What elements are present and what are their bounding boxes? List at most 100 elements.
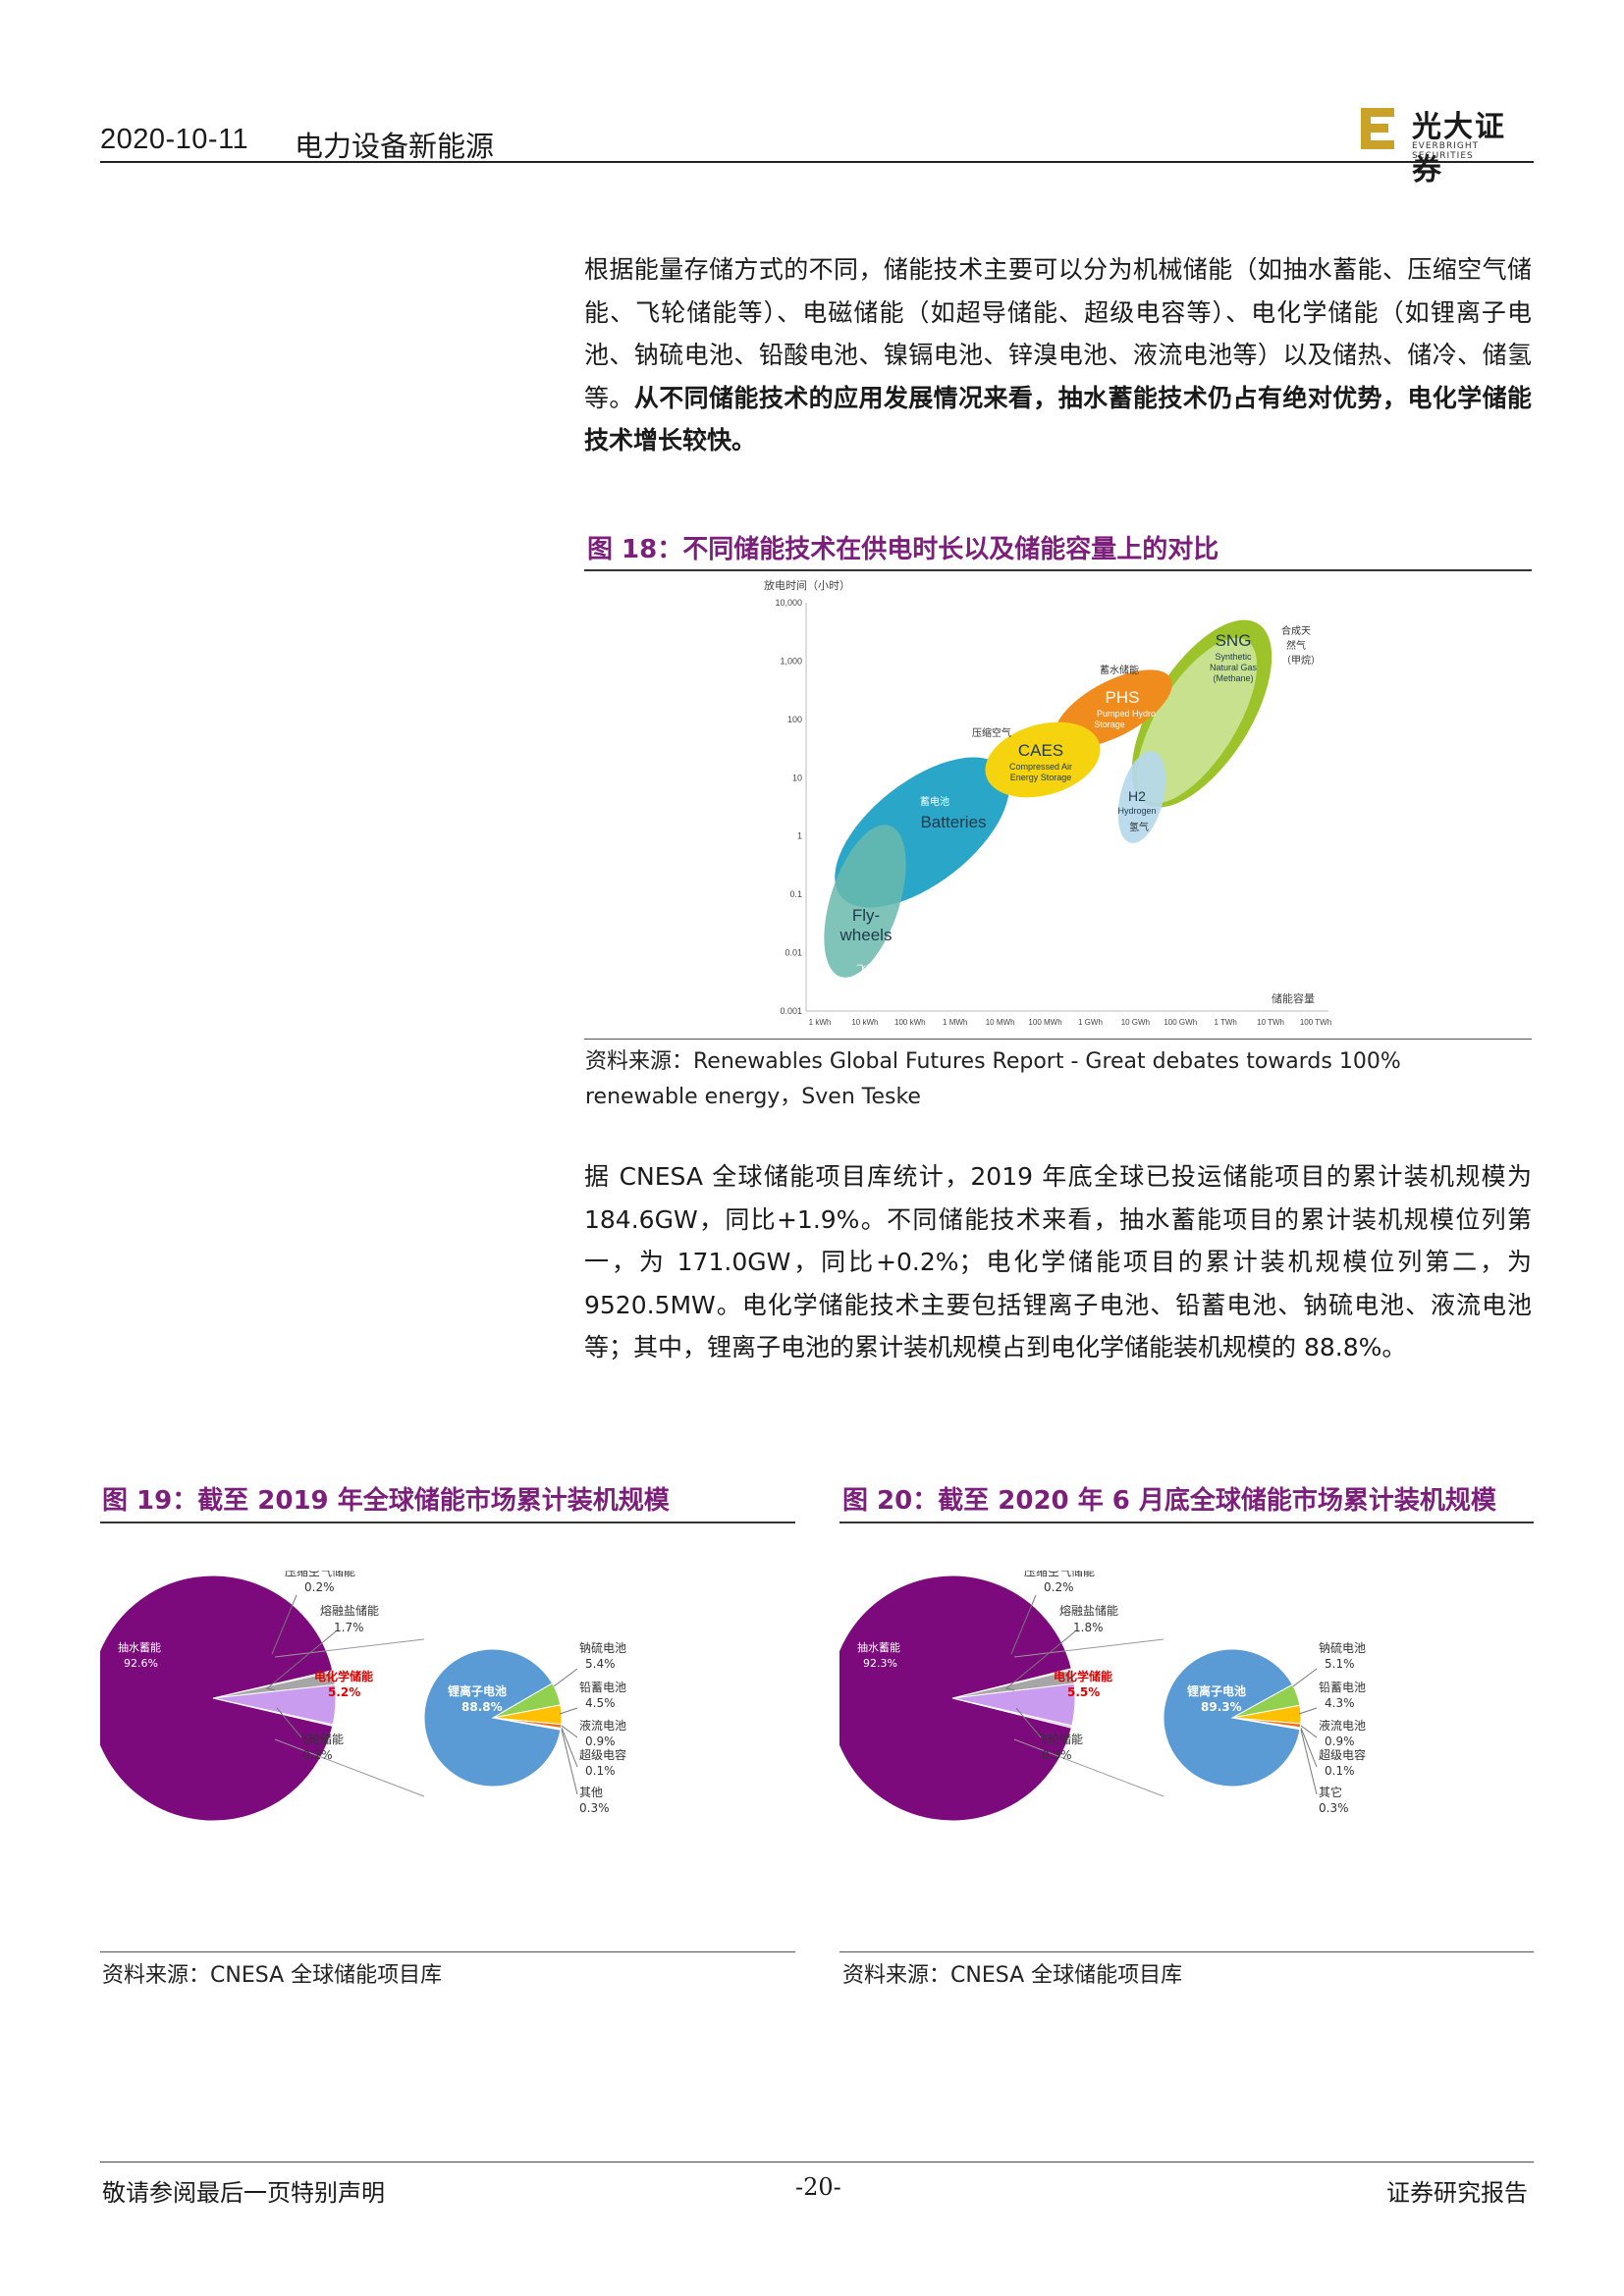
fig18-source-line1: 资料来源：Renewables Global Futures Report - … xyxy=(585,1049,1401,1074)
fig18-x-tick: 10 MWh xyxy=(986,1018,1015,1027)
fig19-title-rule xyxy=(100,1522,795,1523)
pie-label: 0.9% xyxy=(585,1735,616,1748)
fig20-pie-labels: 抽水蓄能 92.3% 压缩空气储能 0.2% 熔融盐储能 1.8% 电化学储能 5.5% 飞轮储… xyxy=(857,1571,1366,1815)
footer-disclaimer: 敬请参阅最后一页特别声明 xyxy=(102,2179,385,2207)
footer-report-type: 证券研究报告 xyxy=(1386,2179,1528,2207)
pie-label: 0.3% xyxy=(1319,1801,1349,1815)
fig18-x-ticks: 1 kWh 10 kWh 100 kWh 1 MWh 10 MWh 100 MWh 1 GW… xyxy=(809,1018,1331,1027)
subpie-slice-lithium-ion xyxy=(1163,1648,1301,1788)
bubble-sng-inner xyxy=(1136,637,1258,804)
pie-label: 液流电池 xyxy=(1319,1718,1366,1733)
fig18-title: 图 18：不同储能技术在供电时长以及储能容量上的对比 xyxy=(587,535,1219,564)
fig19-bottom-rule xyxy=(100,1951,795,1952)
cnesa-paragraph: 据 CNESA 全球储能项目库统计，2019 年底全球已投运储能项目的累计装机规… xyxy=(584,1162,1532,1362)
phs-sub1: Pumped Hydro xyxy=(1097,709,1156,719)
fig19-pie-chart: 抽水蓄能 92.6% 压缩空气储能 0.2% 熔融盐储能 1.7% 电化学储能 5.2% 飞轮储… xyxy=(100,1571,626,1822)
fig20-title-rule xyxy=(839,1522,1534,1523)
pie-label: 铅蓄电池 xyxy=(1319,1681,1366,1694)
fig18-y-tick: 0.01 xyxy=(785,948,802,958)
fig18-bubble-chart: 放电时间（小时） 10,000 1,000 100 10 1 0.1 0.01 0.001 1… xyxy=(764,578,1331,1027)
pie-label: 锂离子电池 xyxy=(1187,1683,1246,1698)
fig18-x-tick: 100 kWh xyxy=(894,1018,926,1027)
h2-cn: 氢气 xyxy=(1129,821,1149,833)
phs-cn: 蓄水储能 xyxy=(1100,664,1139,676)
sng-label: SNG xyxy=(1216,631,1252,650)
pie-label: 5.4% xyxy=(585,1657,616,1671)
pie-label: 飞轮储能 xyxy=(297,1732,344,1746)
bubble-flywheels xyxy=(824,825,906,978)
fig18-x-tick: 100 MWh xyxy=(1028,1018,1061,1027)
pie-label: 超级电容 xyxy=(1319,1747,1366,1762)
pie-label: 抽水蓄能 xyxy=(118,1640,161,1654)
caes-cn: 压缩空气 xyxy=(972,726,1011,739)
fig18-x-tick: 1 TWh xyxy=(1214,1018,1236,1027)
pie-label: 飞轮储能 xyxy=(1036,1732,1083,1746)
pie-label: 钠硫电池 xyxy=(579,1640,626,1655)
pie-label: 0.2% xyxy=(304,1580,335,1594)
pie-label: 熔融盐储能 xyxy=(320,1603,379,1618)
phs-label: PHS xyxy=(1106,688,1140,707)
pie-label: 0.3% xyxy=(1042,1748,1072,1762)
fig18-y-tick: 0.1 xyxy=(789,889,802,899)
logo-text-en: EVERBRIGHT SECURITIES xyxy=(1412,141,1480,161)
pie-label: 0.2% xyxy=(302,1748,333,1762)
pie-label: 抽水蓄能 xyxy=(857,1640,900,1654)
pie-label: 压缩空气储能 xyxy=(1024,1571,1095,1578)
fig19-pie-labels: 抽水蓄能 92.6% 压缩空气储能 0.2% 熔融盐储能 1.7% 电化学储能 5.2% 飞轮储… xyxy=(118,1571,626,1815)
sng-cn-2: 然气 xyxy=(1286,639,1306,652)
header-rule xyxy=(100,161,1534,163)
pie-label: 钠硫电池 xyxy=(1319,1640,1366,1655)
pie-label: 铅蓄电池 xyxy=(579,1681,626,1694)
logo-text-cn: 光大证券 xyxy=(1412,110,1506,187)
sng-cn-1: 合成天 xyxy=(1281,624,1311,637)
pie-label: 其它 xyxy=(1319,1785,1342,1799)
flywheels-label-2: wheels xyxy=(839,926,893,944)
intro-text: 根据能量存储方式的不同，储能技术主要可以分为机械储能（如抽水蓄能、压缩空气储能、… xyxy=(584,255,1532,412)
caes-label: CAES xyxy=(1018,741,1063,760)
batteries-label: Batteries xyxy=(920,813,986,831)
bubble-h2 xyxy=(1117,751,1166,843)
pie-label: 88.8% xyxy=(461,1700,503,1714)
footer-rule xyxy=(100,2162,1534,2163)
subpie-slice-lithium-ion xyxy=(423,1648,562,1788)
fig20-source: 资料来源：CNESA 全球储能项目库 xyxy=(842,1963,1183,1988)
pie-label: 0.9% xyxy=(1325,1735,1355,1748)
intro-bold-text: 从不同储能技术的应用发展情况来看，抽水蓄能技术仍占有绝对优势，电化学储能技术增长… xyxy=(584,383,1532,455)
fig18-x-tick: 10 GWh xyxy=(1121,1018,1150,1027)
fig18-title-rule xyxy=(584,569,1532,571)
caes-sub1: Compressed Air xyxy=(1009,762,1072,772)
pie-label: 5.5% xyxy=(1067,1685,1100,1699)
pie-slice-pumped-hydro xyxy=(839,1575,1072,1822)
pie-label: 电化学储能 xyxy=(1054,1669,1112,1683)
intro-paragraph: 根据能量存储方式的不同，储能技术主要可以分为机械储能（如抽水蓄能、压缩空气储能、… xyxy=(584,248,1532,462)
pie-label: 锂离子电池 xyxy=(448,1683,507,1698)
fig19-source: 资料来源：CNESA 全球储能项目库 xyxy=(102,1963,443,1988)
sng-sub3: (Methane) xyxy=(1213,673,1253,683)
fig18-y-tick: 10,000 xyxy=(775,598,802,608)
pie-label: 熔融盐储能 xyxy=(1059,1603,1118,1618)
fig18-bottom-rule xyxy=(584,1039,1532,1040)
header-category: 电力设备新能源 xyxy=(295,130,495,163)
pie-label: 压缩空气储能 xyxy=(285,1571,355,1578)
pie-slice-pumped-hydro xyxy=(100,1575,334,1822)
phs-sub2: Storage xyxy=(1094,720,1125,729)
fig18-x-axis-title: 储能容量 xyxy=(1272,991,1315,1005)
sng-sub1: Synthetic xyxy=(1215,652,1252,662)
pie-label: 液流电池 xyxy=(579,1718,626,1733)
h2-label: H2 xyxy=(1128,788,1146,804)
company-logo: 光大证券 EVERBRIGHT SECURITIES xyxy=(1357,102,1534,187)
pie-label: 5.1% xyxy=(1325,1657,1355,1671)
flywheels-cn: 飞轮 xyxy=(856,963,876,976)
sng-sub2: Natural Gas xyxy=(1210,663,1258,672)
pie-label: 4.5% xyxy=(585,1696,616,1710)
pie-label: 1.7% xyxy=(334,1621,364,1634)
fig18-x-tick: 1 kWh xyxy=(809,1018,832,1027)
fig18-y-ticks: 10,000 1,000 100 10 1 0.1 0.01 0.001 xyxy=(775,598,802,1016)
fig18-x-tick: 10 TWh xyxy=(1257,1018,1284,1027)
fig18-source-line2: renewable energy，Sven Teske xyxy=(585,1085,921,1109)
bubble-caes xyxy=(985,721,1101,798)
sng-cn-3: （甲烷） xyxy=(1281,654,1321,667)
fig18-x-tick: 100 TWh xyxy=(1300,1018,1331,1027)
header-date: 2020-10-11 xyxy=(100,124,249,155)
fig18-y-tick: 1 xyxy=(797,831,802,841)
